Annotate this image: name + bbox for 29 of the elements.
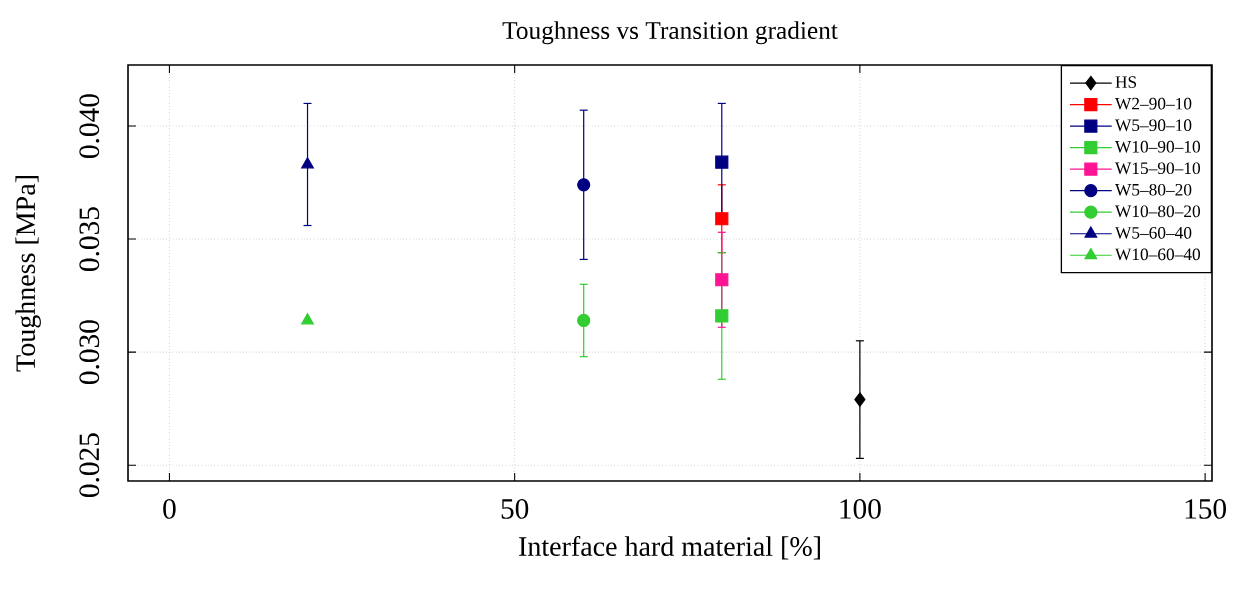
y-axis-title: Toughness [MPa] <box>15 176 41 372</box>
point <box>715 309 729 323</box>
legend-label: W15–90–10 <box>1115 162 1201 175</box>
point <box>715 273 729 287</box>
x-tick-label: 100 <box>840 499 881 519</box>
point <box>854 392 866 407</box>
x-tick-label: 150 <box>1185 499 1226 519</box>
legend-label: W5–80–20 <box>1115 183 1192 196</box>
y-tick-label: 0.040 <box>79 94 100 158</box>
legend-label: HS <box>1115 76 1137 88</box>
y-tick-label: 0.025 <box>79 433 100 498</box>
x-tick-label: 50 <box>501 499 529 519</box>
point <box>577 178 591 192</box>
legend-label: W5–60–40 <box>1115 226 1192 239</box>
point <box>301 157 314 169</box>
point <box>577 313 591 328</box>
legend-label: W5–90–10 <box>1115 119 1192 132</box>
point <box>715 212 729 226</box>
legend-label: W2–90–10 <box>1115 97 1192 110</box>
x-axis-title: Interface hard material [%] <box>519 535 820 560</box>
x-tick-label: 0 <box>163 499 176 519</box>
legend-label: W10–80–20 <box>1115 205 1201 218</box>
y-tick-label: 0.035 <box>79 207 100 271</box>
point <box>301 313 314 325</box>
point <box>715 155 729 169</box>
legend-label: W10–60–40 <box>1115 248 1201 261</box>
legend-label: W10–90–10 <box>1115 140 1201 153</box>
chart-title: Toughness vs Transition gradient <box>502 21 838 45</box>
y-tick-label: 0.030 <box>79 320 100 385</box>
